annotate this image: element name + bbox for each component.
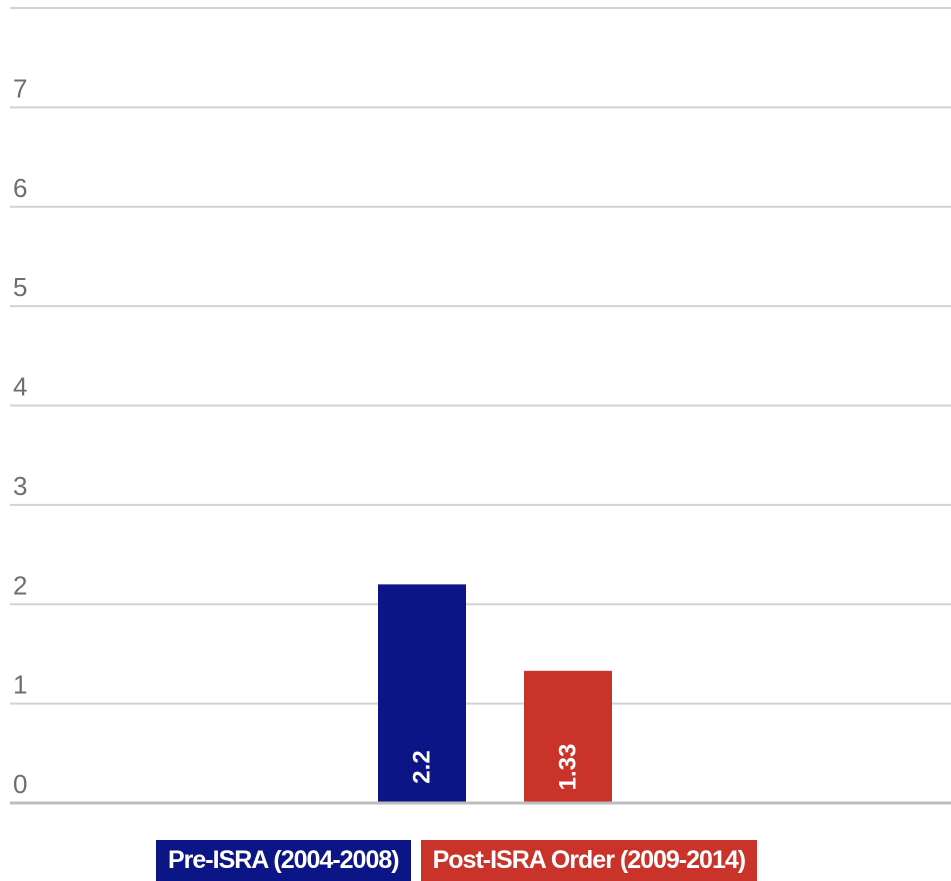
- bar-chart: 0 1 2 3 4 5 6 7 8 2.2 1.33: [10, 0, 951, 805]
- y-tick-label: 1: [13, 670, 27, 700]
- y-tick-label: 8: [13, 0, 27, 4]
- bar-post-isra: [524, 670, 612, 803]
- y-tick-label: 0: [13, 769, 27, 799]
- y-tick-label: 7: [13, 73, 27, 103]
- bar-value-label: 1.33: [555, 744, 582, 791]
- y-axis-ticks: 0 1 2 3 4 5 6 7 8: [13, 0, 27, 799]
- y-tick-label: 4: [13, 372, 27, 402]
- bar-pre-isra: [378, 584, 466, 803]
- y-tick-label: 2: [13, 570, 27, 600]
- y-tick-label: 3: [13, 471, 27, 501]
- y-tick-label: 5: [13, 272, 27, 302]
- legend-item-post-isra: Post-ISRA Order (2009-2014): [420, 840, 758, 881]
- gridlines: [10, 7, 951, 705]
- legend: Pre-ISRA (2004-2008) Post-ISRA Order (20…: [156, 840, 758, 881]
- bars: 2.2 1.33: [378, 584, 612, 803]
- y-tick-label: 6: [13, 173, 27, 203]
- bar-value-label: 2.2: [409, 750, 436, 783]
- legend-item-pre-isra: Pre-ISRA (2004-2008): [156, 840, 411, 881]
